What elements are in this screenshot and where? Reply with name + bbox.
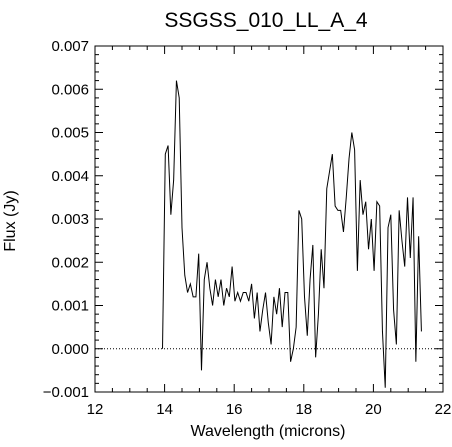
plot-area bbox=[94, 45, 444, 393]
x-axis-ticks: 12 14 16 18 20 22 bbox=[87, 46, 452, 418]
y-tick-label: 0.006 bbox=[51, 81, 89, 98]
y-tick-label: 0.004 bbox=[51, 168, 89, 185]
x-tick-label: 22 bbox=[435, 401, 452, 418]
chart-title: SSGSS_010_LL_A_4 bbox=[164, 9, 367, 32]
flux-series-line bbox=[162, 80, 422, 388]
y-tick-label: 0.000 bbox=[51, 341, 89, 358]
y-tick-label: 0.005 bbox=[51, 125, 89, 142]
x-tick-label: 14 bbox=[156, 401, 173, 418]
x-tick-label: 18 bbox=[295, 401, 312, 418]
y-tick-label: 0.003 bbox=[51, 211, 89, 228]
x-tick-label: 12 bbox=[87, 401, 104, 418]
y-tick-label: −0.001 bbox=[43, 384, 89, 401]
y-tick-label: 0.007 bbox=[51, 38, 89, 55]
x-tick-label: 16 bbox=[226, 401, 243, 418]
x-axis-label: Wavelength (microns) bbox=[190, 423, 345, 440]
x-tick-label: 20 bbox=[365, 401, 382, 418]
y-axis-label: Flux (Jy) bbox=[2, 190, 19, 251]
y-axis-ticks: −0.001 0.000 0.001 0.002 0.003 0.004 0.005 0.00… bbox=[43, 38, 443, 401]
y-tick-label: 0.001 bbox=[51, 298, 89, 315]
y-tick-label: 0.002 bbox=[51, 254, 89, 271]
